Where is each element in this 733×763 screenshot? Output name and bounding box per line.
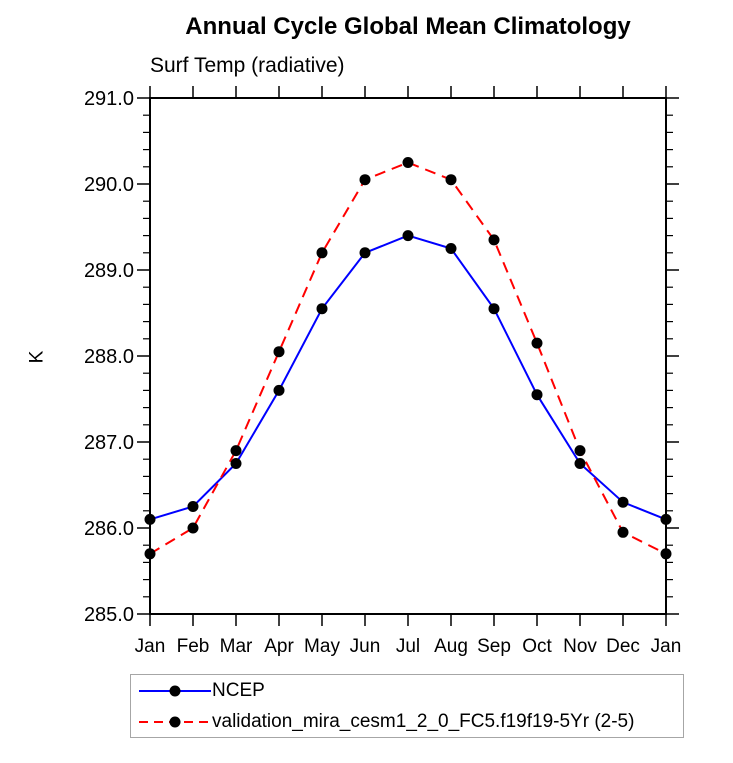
x-tick-label: Aug xyxy=(434,636,468,657)
x-axis-labels: Jan Feb Mar Apr May Jun Jul Aug Sep Oct Nov Dec Jan xyxy=(135,636,682,657)
data-point xyxy=(316,247,328,259)
y-tick-label: 285.0 xyxy=(84,604,134,626)
legend-label-ncep: NCEP xyxy=(212,679,265,701)
legend-entry-ncep: NCEP xyxy=(138,675,683,706)
series-markers-0 xyxy=(144,230,672,525)
series-line-1 xyxy=(149,161,667,555)
data-point xyxy=(187,501,199,512)
x-tick-label: Jun xyxy=(350,636,381,657)
plot-frame xyxy=(149,97,667,615)
series-markers-1 xyxy=(144,157,672,560)
data-point xyxy=(402,230,414,242)
ncep-line-sample-icon xyxy=(139,685,211,696)
data-point xyxy=(445,174,457,186)
data-point xyxy=(488,303,500,315)
data-point xyxy=(230,445,242,457)
x-tick-label: Dec xyxy=(606,636,640,657)
data-point xyxy=(402,157,414,168)
x-tick-label: Sep xyxy=(477,636,511,657)
y-tick-label: 287.0 xyxy=(84,432,134,454)
data-point xyxy=(273,384,285,396)
data-point xyxy=(359,174,371,186)
data-point xyxy=(574,458,586,469)
y-axis-ticks xyxy=(137,97,679,615)
data-point xyxy=(531,389,543,401)
x-tick-label: Jul xyxy=(396,636,420,657)
x-tick-label: Apr xyxy=(264,636,294,657)
chart-subtitle: Surf Temp (radiative) xyxy=(150,54,345,77)
legend-label-validation: validation_mira_cesm1_2_0_FC5.f19f19-5Yr… xyxy=(212,710,635,732)
data-point xyxy=(144,548,156,560)
data-point xyxy=(230,458,242,469)
x-tick-label: May xyxy=(304,636,340,657)
data-point xyxy=(144,513,156,525)
data-point xyxy=(574,445,586,457)
data-point xyxy=(316,303,328,315)
y-axis-minor-ticks xyxy=(143,114,673,598)
y-axis-title: K xyxy=(26,350,48,364)
legend-box: NCEP validation_mira_cesm1_2_0_FC5.f19f1… xyxy=(130,674,684,738)
data-point xyxy=(617,496,629,508)
y-tick-label: 291.0 xyxy=(84,88,134,110)
x-axis-ticks xyxy=(149,86,667,626)
data-point xyxy=(531,337,543,349)
data-point xyxy=(660,548,672,560)
data-point xyxy=(187,522,199,534)
x-tick-label: Oct xyxy=(522,636,552,657)
y-axis-labels: 285.0 286.0 287.0 288.0 289.0 290.0 291.0 xyxy=(84,88,134,626)
data-point xyxy=(660,513,672,525)
data-point xyxy=(445,243,457,254)
series-line-0 xyxy=(149,234,667,521)
x-tick-label: Jan xyxy=(135,636,166,657)
x-tick-label: Nov xyxy=(563,636,597,657)
y-tick-label: 286.0 xyxy=(84,518,134,540)
data-point xyxy=(359,247,371,259)
legend-entry-validation: validation_mira_cesm1_2_0_FC5.f19f19-5Yr… xyxy=(138,706,683,737)
chart-title: Annual Cycle Global Mean Climatology xyxy=(185,13,631,40)
x-tick-label: Jan xyxy=(651,636,682,657)
data-point xyxy=(617,526,629,538)
y-tick-label: 289.0 xyxy=(84,260,134,282)
x-tick-label: Mar xyxy=(220,636,253,657)
validation-line-sample-icon xyxy=(139,716,211,727)
y-tick-label: 290.0 xyxy=(84,174,134,196)
x-tick-label: Feb xyxy=(177,636,210,657)
y-tick-label: 288.0 xyxy=(84,346,134,368)
data-point xyxy=(488,234,500,246)
data-point xyxy=(273,346,285,358)
